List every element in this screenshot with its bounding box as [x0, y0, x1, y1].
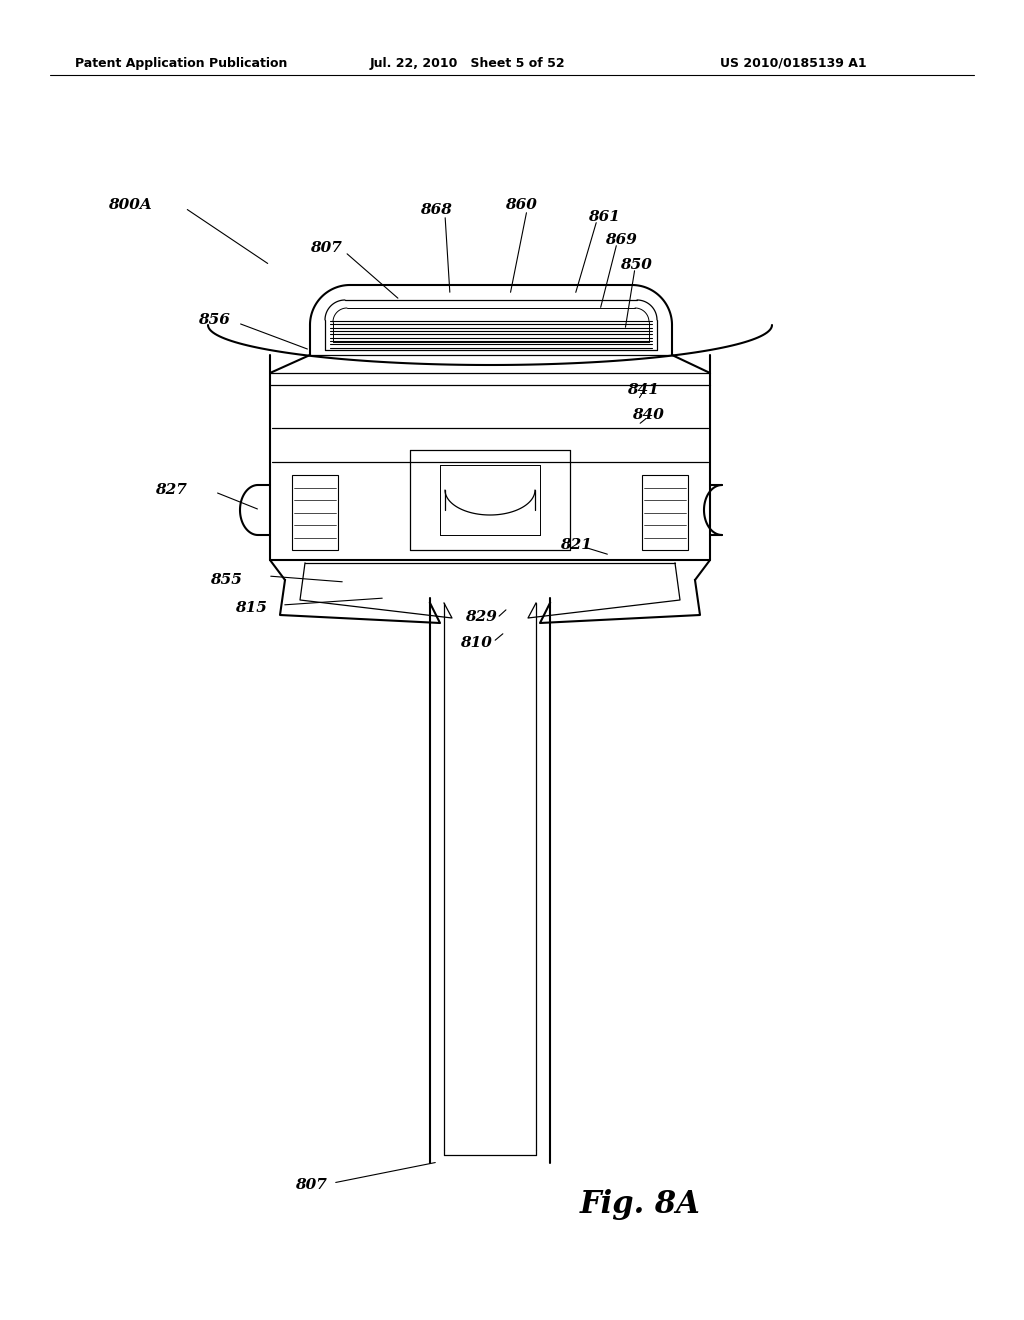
Text: 869: 869: [605, 234, 637, 247]
Bar: [292, 475, 338, 550]
Text: Jul. 22, 2010   Sheet 5 of 52: Jul. 22, 2010 Sheet 5 of 52: [370, 57, 565, 70]
Text: 810: 810: [460, 636, 492, 649]
Text: 860: 860: [505, 198, 537, 213]
Text: 868: 868: [420, 203, 452, 216]
Text: 807: 807: [295, 1177, 327, 1192]
Text: 855: 855: [210, 573, 242, 587]
Text: 815: 815: [234, 601, 267, 615]
Text: US 2010/0185139 A1: US 2010/0185139 A1: [720, 57, 866, 70]
Text: 827: 827: [155, 483, 186, 498]
Bar: [642, 475, 688, 550]
Text: 829: 829: [465, 610, 497, 624]
Text: 861: 861: [588, 210, 620, 224]
Text: 821: 821: [560, 539, 592, 552]
Text: 840: 840: [632, 408, 664, 422]
Text: Patent Application Publication: Patent Application Publication: [75, 57, 288, 70]
Text: 856: 856: [198, 313, 229, 327]
Text: 807: 807: [310, 242, 342, 255]
Text: 850: 850: [620, 257, 652, 272]
Text: 841: 841: [627, 383, 658, 397]
Text: Fig. 8A: Fig. 8A: [580, 1189, 700, 1220]
Text: 800A: 800A: [108, 198, 152, 213]
